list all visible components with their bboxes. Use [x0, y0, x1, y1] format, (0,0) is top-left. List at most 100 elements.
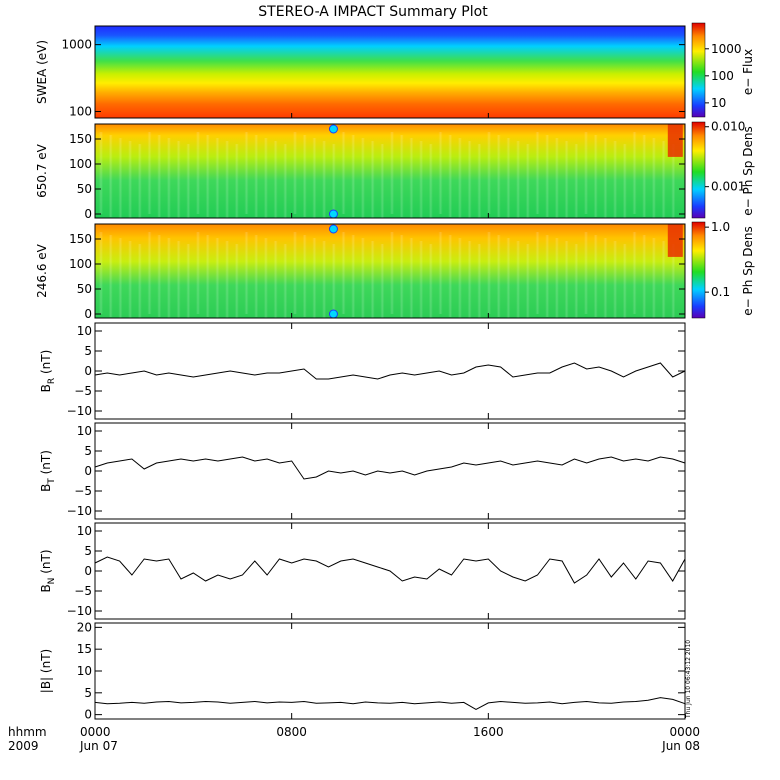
texture-streak [564, 241, 569, 323]
ytick-label: −10 [67, 604, 92, 618]
texture-streak [399, 235, 404, 317]
pad-246-colorbar-ticks: 0.1 1.0 [705, 220, 730, 299]
panel-frame [94, 123, 686, 219]
texture-streak [632, 232, 637, 314]
texture-streak [196, 132, 200, 214]
texture-streak [263, 238, 268, 320]
pad-246-colorbar [691, 221, 706, 319]
texture-streak [457, 138, 462, 220]
colorbar-tick-label: 1.0 [711, 220, 730, 234]
xtick-label: 0000 [80, 725, 111, 739]
colorbar-tick-label: 0.001 [711, 180, 745, 194]
texture-streak [331, 144, 336, 226]
series-line-bt [94, 456, 686, 480]
texture-streak [525, 244, 530, 326]
colorbar-tick-label: 0.010 [711, 120, 745, 134]
texture-streak [176, 141, 181, 223]
texture-streak [574, 144, 579, 226]
data-artifact [328, 209, 338, 219]
pad-246-yticks: 0 50 100 150 [69, 232, 686, 321]
texture-streak [360, 138, 365, 220]
ylabel-br: BR (nT) [39, 350, 57, 393]
texture-streak [166, 138, 171, 220]
texture-streak [661, 141, 666, 223]
texture-streak [234, 144, 239, 226]
ylabel-bt: BT (nT) [39, 450, 57, 492]
texture-streak [360, 238, 365, 320]
texture-streak [487, 132, 491, 214]
texture-streak [651, 238, 656, 320]
series-line-bn [94, 556, 686, 584]
xtick-label: 0800 [276, 725, 307, 739]
texture-streak [457, 238, 462, 320]
ytick-label: 20 [77, 620, 92, 634]
texture-streak [428, 244, 433, 326]
texture-streak [273, 241, 278, 323]
texture-streak [390, 232, 394, 314]
texture-streak [283, 244, 288, 326]
texture-streak [166, 238, 171, 320]
ylabel-bn: BN (nT) [39, 549, 57, 592]
pad-650-ylabel: 650.7 eV [35, 143, 49, 198]
texture-streak [244, 132, 249, 214]
colorbar-tick-label: 0.1 [711, 285, 730, 299]
texture-streak [215, 138, 220, 220]
br-panel: −10 −5 0 5 10 BR (nT) [39, 322, 686, 420]
texture-streak [525, 144, 530, 226]
pad-246-ylabel: 246.6 eV [35, 243, 49, 298]
xtick-label: 0000 [669, 725, 700, 739]
texture-streak [390, 132, 394, 214]
texture-streak [244, 232, 249, 314]
texture-streak [419, 241, 424, 323]
ytick-label: 5 [84, 344, 92, 358]
texture-streak [205, 235, 210, 317]
texture-streak [380, 244, 385, 326]
generation-timestamp: Thu Jun 10 06:43:12 2010 [685, 640, 692, 719]
texture-streak [448, 235, 453, 317]
texture-streak [613, 241, 618, 323]
pad-650-colorbar-label: e− Ph Sp Dens [741, 126, 755, 215]
swea-spectrogram-panel: SWEA (eV) e− Flux 100 1000 10 100 1000 [35, 22, 755, 119]
texture-streak [176, 241, 181, 323]
texture-streak [186, 144, 191, 226]
texture-streak [516, 241, 521, 323]
texture-streak [293, 232, 297, 314]
texture-streak [545, 135, 550, 217]
texture-streak [671, 144, 676, 226]
ytick-label: −10 [67, 404, 92, 418]
texture-streak [496, 235, 501, 317]
time-axis-corner-label: hhmm [8, 725, 47, 739]
swea-colorbar [691, 22, 706, 118]
bmag-panel: 0 5 10 15 20 |B| (nT) [39, 620, 686, 722]
texture-streak [99, 232, 103, 314]
texture-streak [312, 138, 317, 220]
texture-streak [128, 141, 133, 223]
texture-streak [506, 138, 511, 220]
ytick-label: 50 [77, 282, 92, 296]
ytick-label: 15 [77, 642, 92, 656]
texture-streak [273, 141, 278, 223]
ytick-label: 5 [84, 686, 92, 700]
swea-ylabel: SWEA (eV) [35, 40, 49, 104]
data-artifact [328, 224, 338, 234]
texture-streak [351, 135, 356, 217]
xtick-date-label: Jun 08 [661, 739, 700, 753]
texture-streak [186, 244, 191, 326]
texture-streak [215, 238, 220, 320]
texture-streak [225, 141, 230, 223]
texture-streak [622, 244, 627, 326]
pad-246-colorbar-label: e− Ph Sp Dens [741, 226, 755, 315]
texture-streak [477, 144, 482, 226]
series-line-absbabs [94, 697, 686, 710]
texture-streak [574, 244, 579, 326]
ytick-label: 1000 [61, 38, 92, 52]
ytick-label: 0 [84, 307, 92, 321]
texture-streak [622, 144, 627, 226]
texture-streak [593, 135, 598, 217]
texture-streak [438, 232, 443, 314]
texture-streak [467, 141, 472, 223]
texture-streak [448, 135, 453, 217]
texture-streak [535, 132, 540, 214]
texture-streak [438, 132, 443, 214]
